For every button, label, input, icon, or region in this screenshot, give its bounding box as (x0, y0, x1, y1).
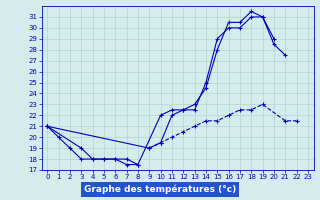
Text: Graphe des températures (°c): Graphe des températures (°c) (84, 184, 236, 194)
